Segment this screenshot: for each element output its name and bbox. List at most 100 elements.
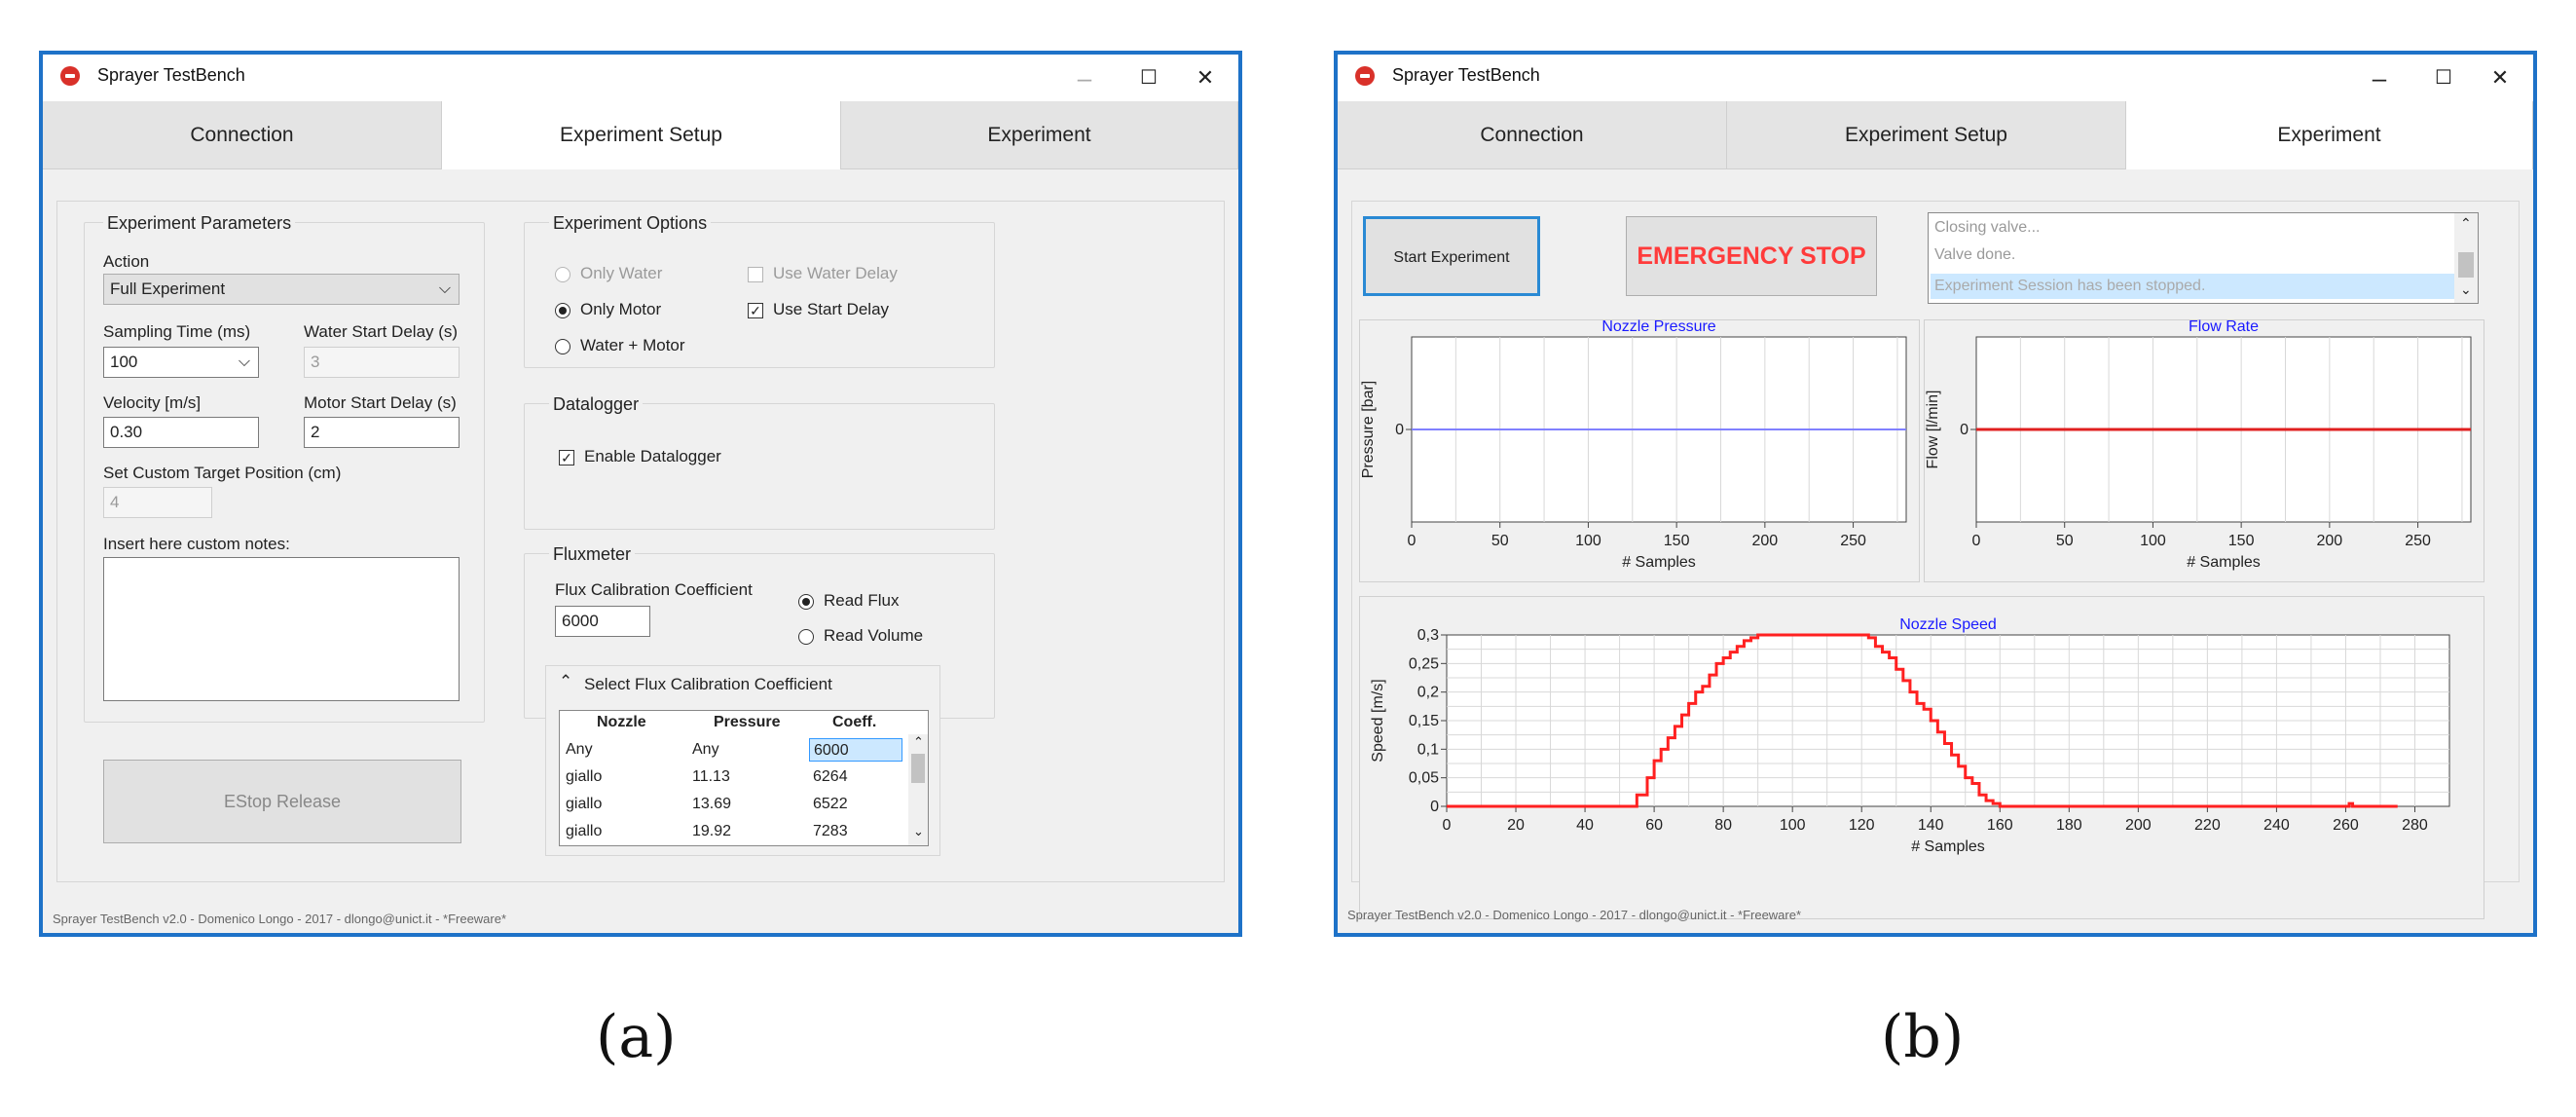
pressure-chart-title: Nozzle Pressure: [1601, 318, 1715, 335]
emergency-stop-button[interactable]: EMERGENCY STOP: [1626, 216, 1877, 296]
flux-coefficient-table: Nozzle Pressure Coeff. Any Any 6000 gial…: [559, 710, 929, 846]
only-water-label: Only Water: [580, 264, 663, 282]
only-motor-label: Only Motor: [580, 300, 662, 318]
speed-x-tick-label: 240: [2263, 817, 2290, 834]
pressure-x-tick-label: 0: [1408, 533, 1417, 549]
sampling-time-select[interactable]: 100 ⌵: [103, 347, 259, 378]
custom-target-field[interactable]: 4: [103, 487, 212, 518]
log-listbox[interactable]: Closing valve... Valve done. Experiment …: [1928, 212, 2479, 304]
table-row[interactable]: Any Any 6000: [560, 738, 906, 763]
experiment-parameters-title: Experiment Parameters: [103, 213, 296, 234]
read-volume-radio[interactable]: [798, 629, 814, 645]
column-header-nozzle[interactable]: Nozzle: [597, 714, 646, 730]
speed-y-tick-label: 0,25: [1409, 655, 1439, 672]
title-bar: Sprayer TestBench – ☐ ✕: [43, 55, 1238, 101]
speed-series-line: [1447, 633, 2398, 808]
log-line: Closing valve...: [1934, 219, 2041, 236]
action-select-value: Full Experiment: [110, 279, 226, 298]
pressure-y-tick-label: 0: [1395, 422, 1404, 438]
flow-x-tick-label: 0: [1972, 533, 1981, 549]
only-water-radio[interactable]: [555, 267, 570, 282]
custom-notes-textarea[interactable]: [103, 557, 460, 701]
table-row[interactable]: giallo 11.13 6264: [560, 765, 906, 791]
pressure-x-axis-label: # Samples: [1622, 554, 1696, 571]
pressure-x-tick-label: 250: [1840, 533, 1866, 549]
speed-y-tick-label: 0,1: [1417, 741, 1439, 758]
read-volume-label: Read Volume: [824, 626, 924, 645]
minimize-button[interactable]: –: [2372, 63, 2387, 93]
flow-x-tick-label: 150: [2228, 533, 2255, 549]
water-start-delay-field[interactable]: 3: [304, 347, 460, 378]
action-label: Action: [103, 252, 150, 271]
use-start-delay-checkbox[interactable]: ✓: [748, 303, 763, 318]
scroll-down-icon[interactable]: ⌄: [2460, 281, 2472, 297]
maximize-button[interactable]: ☐: [1140, 67, 1158, 89]
read-flux-radio[interactable]: [798, 594, 814, 610]
tab-experiment[interactable]: Experiment: [841, 101, 1238, 169]
velocity-field[interactable]: 0.30: [103, 417, 259, 448]
table-row[interactable]: giallo 19.92 7283: [560, 820, 906, 845]
scroll-up-icon[interactable]: ⌃: [2460, 215, 2472, 231]
speed-x-tick-label: 180: [2056, 817, 2082, 834]
log-scrollbar[interactable]: ⌃ ⌄: [2454, 213, 2478, 303]
chevron-up-icon[interactable]: ⌃: [559, 672, 573, 690]
tab-experiment[interactable]: Experiment: [2126, 101, 2533, 169]
use-water-delay-label: Use Water Delay: [773, 264, 898, 282]
table-scrollbar[interactable]: ⌃ ⌄: [908, 734, 928, 845]
only-motor-radio[interactable]: [555, 303, 570, 318]
motor-start-delay-field[interactable]: 2: [304, 417, 460, 448]
table-row[interactable]: giallo 13.69 6522: [560, 793, 906, 818]
table-header-row: Nozzle Pressure Coeff.: [560, 711, 906, 734]
scroll-down-icon[interactable]: ⌄: [913, 824, 924, 838]
flux-coefficient-label: Flux Calibration Coefficient: [555, 580, 753, 599]
tab-connection[interactable]: Connection: [1338, 101, 1727, 169]
sampling-time-label: Sampling Time (ms): [103, 322, 251, 341]
enable-datalogger-checkbox[interactable]: ✓: [559, 450, 574, 465]
flux-coefficient-field[interactable]: 6000: [555, 606, 650, 637]
title-bar: Sprayer TestBench – ☐ ✕: [1338, 55, 2533, 101]
column-header-pressure[interactable]: Pressure: [714, 714, 781, 730]
table-cell: giallo: [566, 768, 603, 785]
speed-y-tick-label: 0,05: [1409, 770, 1439, 787]
speed-y-tick-label: 0: [1430, 799, 1439, 815]
speed-x-tick-label: 160: [1987, 817, 2013, 834]
maximize-button[interactable]: ☐: [2435, 67, 2452, 89]
speed-x-tick-label: 40: [1576, 817, 1594, 834]
speed-x-tick-label: 60: [1645, 817, 1663, 834]
flux-selector-header[interactable]: Select Flux Calibration Coefficient: [584, 675, 832, 693]
pressure-y-axis-label: Pressure [bar]: [1360, 381, 1377, 478]
speed-x-tick-label: 220: [2194, 817, 2221, 834]
window-title: Sprayer TestBench: [97, 65, 245, 85]
speed-x-tick-label: 20: [1507, 817, 1525, 834]
flow-x-tick-label: 250: [2405, 533, 2431, 549]
close-button[interactable]: ✕: [2490, 65, 2510, 90]
custom-notes-label: Insert here custom notes:: [103, 535, 290, 553]
tab-connection[interactable]: Connection: [43, 101, 442, 169]
speed-chart-title: Nozzle Speed: [1899, 616, 1997, 633]
tab-experiment-setup[interactable]: Experiment Setup: [1727, 101, 2126, 169]
table-cell-selected: 6000: [809, 738, 902, 762]
fluxmeter-title: Fluxmeter: [549, 544, 636, 565]
minimize-button[interactable]: –: [1077, 63, 1092, 93]
start-experiment-button[interactable]: Start Experiment: [1363, 216, 1540, 296]
tab-experiment-setup[interactable]: Experiment Setup: [442, 101, 841, 169]
speed-x-tick-label: 120: [1849, 817, 1875, 834]
water-motor-radio[interactable]: [555, 339, 570, 354]
speed-y-axis-label: Speed [m/s]: [1370, 679, 1386, 762]
read-flux-label: Read Flux: [824, 591, 900, 610]
speed-x-axis-label: # Samples: [1911, 838, 1985, 855]
estop-release-button[interactable]: EStop Release: [103, 760, 461, 843]
experiment-window: Sprayer TestBench – ☐ ✕ Connection Exper…: [1334, 51, 2537, 937]
action-select[interactable]: Full Experiment ⌵: [103, 274, 460, 305]
scroll-thumb[interactable]: [911, 754, 925, 783]
pressure-x-tick-label: 200: [1752, 533, 1779, 549]
setup-window: Sprayer TestBench – ☐ ✕ Connection Exper…: [39, 51, 1242, 937]
column-header-coeff[interactable]: Coeff.: [832, 714, 877, 730]
status-bar: Sprayer TestBench v2.0 - Domenico Longo …: [53, 912, 507, 926]
scroll-thumb[interactable]: [2458, 252, 2474, 278]
scroll-up-icon[interactable]: ⌃: [913, 734, 924, 749]
close-button[interactable]: ✕: [1196, 65, 1215, 90]
use-water-delay-checkbox[interactable]: [748, 267, 763, 282]
pressure-x-tick-label: 150: [1664, 533, 1690, 549]
